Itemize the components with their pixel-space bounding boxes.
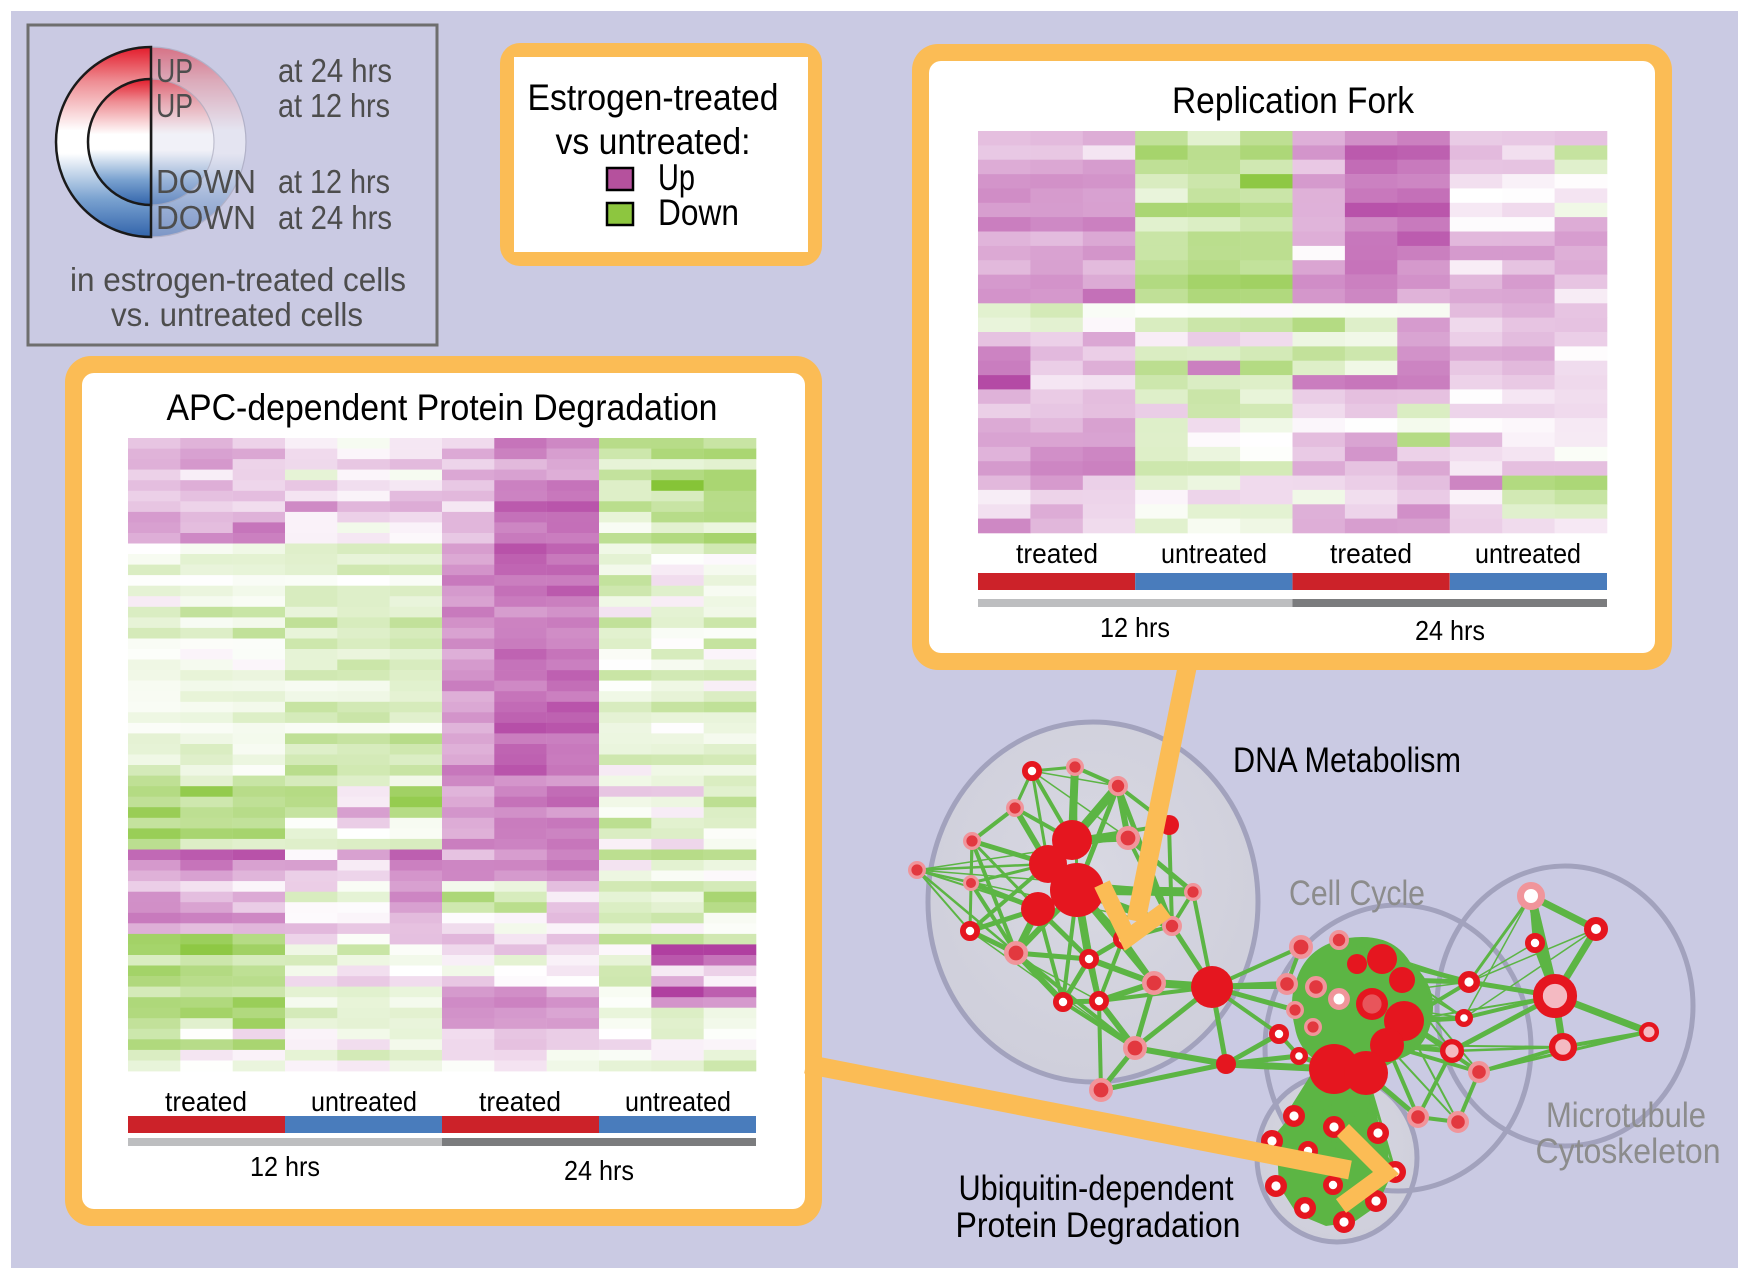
svg-text:vs. untreated cells: vs. untreated cells — [111, 296, 363, 333]
svg-text:DOWN: DOWN — [156, 163, 256, 200]
svg-text:24 hrs: 24 hrs — [564, 1155, 634, 1186]
svg-text:Up: Up — [658, 157, 695, 198]
svg-text:vs untreated:: vs untreated: — [556, 121, 751, 162]
svg-text:at 24 hrs: at 24 hrs — [278, 199, 392, 236]
svg-text:12 hrs: 12 hrs — [1100, 612, 1170, 643]
svg-text:UP: UP — [156, 52, 193, 89]
svg-text:Replication Fork: Replication Fork — [1172, 80, 1414, 121]
svg-text:Protein Degradation: Protein Degradation — [956, 1206, 1241, 1245]
svg-text:UP: UP — [156, 87, 193, 124]
svg-text:in estrogen-treated cells: in estrogen-treated cells — [70, 261, 406, 298]
svg-text:untreated: untreated — [1475, 538, 1581, 569]
svg-text:untreated: untreated — [625, 1086, 731, 1117]
svg-text:DNA Metabolism: DNA Metabolism — [1233, 741, 1461, 780]
svg-text:treated: treated — [1330, 538, 1412, 569]
svg-text:at 12 hrs: at 12 hrs — [278, 163, 390, 200]
svg-text:24 hrs: 24 hrs — [1415, 615, 1485, 646]
svg-text:Cytoskeleton: Cytoskeleton — [1536, 1132, 1721, 1171]
svg-text:untreated: untreated — [311, 1086, 417, 1117]
svg-text:DOWN: DOWN — [156, 199, 256, 236]
svg-text:treated: treated — [1016, 538, 1098, 569]
svg-text:untreated: untreated — [1161, 538, 1267, 569]
svg-text:APC-dependent Protein Degradat: APC-dependent Protein Degradation — [167, 387, 718, 428]
svg-text:at 24 hrs: at 24 hrs — [278, 52, 392, 89]
svg-text:Estrogen-treated: Estrogen-treated — [528, 77, 779, 118]
svg-text:12 hrs: 12 hrs — [250, 1151, 320, 1182]
svg-text:Ubiquitin-dependent: Ubiquitin-dependent — [959, 1169, 1234, 1208]
svg-text:Microtubule: Microtubule — [1546, 1096, 1706, 1135]
svg-text:at 12 hrs: at 12 hrs — [278, 87, 390, 124]
svg-text:Down: Down — [658, 192, 739, 233]
svg-text:treated: treated — [479, 1086, 561, 1117]
svg-text:Cell Cycle: Cell Cycle — [1289, 874, 1425, 913]
svg-text:treated: treated — [165, 1086, 247, 1117]
